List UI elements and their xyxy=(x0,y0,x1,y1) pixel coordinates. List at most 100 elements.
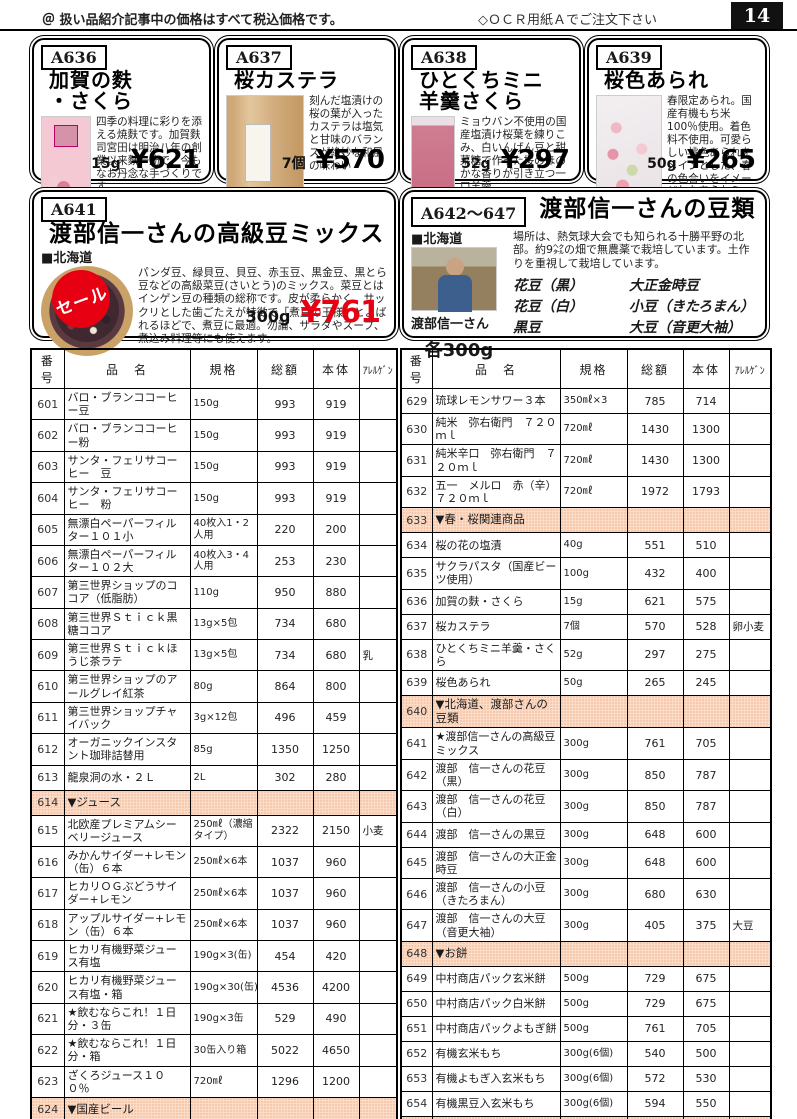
column-header: 品 名 xyxy=(431,348,561,389)
item-spec: 300g xyxy=(559,877,628,911)
item-total-price: 1296 xyxy=(256,1065,314,1098)
product-quantity: 300g xyxy=(245,307,291,326)
item-name: ▼ジュース xyxy=(63,789,191,816)
item-spec: 13g×5包 xyxy=(189,638,258,672)
bean-item: 小豆（きたろまん） xyxy=(629,299,755,316)
item-name: ▼春・桜関連商品 xyxy=(431,507,561,534)
region-label: ■北海道 xyxy=(411,232,463,247)
item-name: ★渡部信一さんの高級豆ミックス xyxy=(431,727,561,760)
item-number: 637 xyxy=(400,613,433,640)
item-spec: 500g xyxy=(559,1015,628,1042)
product-quantity: 15g xyxy=(91,156,121,172)
product-description: 場所は、熱気球大会でも知られる十勝平野の北部。約9㌶の畑で無農薬で栽培しています… xyxy=(513,230,750,270)
item-base-price: 787 xyxy=(682,790,730,823)
item-allergen xyxy=(358,607,398,641)
item-allergen xyxy=(358,1096,398,1119)
product-description: パンダ豆、緑貝豆、貝豆、赤玉豆、黒金豆、黒とら豆などの高級菜豆(さいとう)のミッ… xyxy=(138,266,387,345)
item-allergen xyxy=(358,1065,398,1098)
item-number: 619 xyxy=(30,939,65,973)
product-row: 632 五一 メルロ 赤（辛） ７２０ｍｌ 720㎖ 1972 1793 xyxy=(400,475,772,509)
item-total-price: 648 xyxy=(626,846,684,879)
item-number: 609 xyxy=(30,638,65,672)
product-row: 638 ひとくちミニ羊羹・さくら 52g 297 275 xyxy=(400,638,772,671)
item-total-price xyxy=(626,940,684,967)
item-allergen xyxy=(728,588,772,615)
item-base-price: 500 xyxy=(682,1040,730,1067)
section-row: 614 ▼ジュース xyxy=(30,789,398,816)
item-name: 有機よもぎ入玄米もち xyxy=(431,1065,561,1092)
item-number: 621 xyxy=(30,1002,65,1036)
product-row: 653 有機よもぎ入玄米もち 300g(6個) 572 530 xyxy=(400,1065,772,1092)
item-total-price: 570 xyxy=(626,613,684,640)
item-spec: 40枚入1・2人用 xyxy=(189,513,258,546)
item-allergen xyxy=(728,475,772,509)
item-name: ★飲むならこれ！１日分・箱 xyxy=(63,1034,191,1067)
item-base-price: 675 xyxy=(682,965,730,992)
item-number: 613 xyxy=(30,764,65,791)
item-allergen xyxy=(728,1065,772,1092)
product-row: 609 第三世界Ｓｔｉｃｋほうじ茶ラテ 13g×5包 734 680 乳 xyxy=(30,638,398,672)
item-allergen xyxy=(728,790,772,823)
item-allergen xyxy=(728,532,772,559)
item-total-price: 1430 xyxy=(626,412,684,446)
product-row: 616 みかんサイダー+レモン（缶）６本 250㎖×6本 1037 960 xyxy=(30,845,398,879)
item-number: 650 xyxy=(400,990,433,1017)
product-title: 桜色あられ xyxy=(604,68,709,92)
product-row: 606 無漂白ペーパーフィルター１０２大 40枚入3・4人用 253 230 xyxy=(30,544,398,578)
item-spec: 500g xyxy=(559,965,628,992)
item-total-price: 2322 xyxy=(256,814,314,847)
item-base-price: 530 xyxy=(682,1065,730,1092)
item-number: 620 xyxy=(30,971,65,1004)
column-header: 総額 xyxy=(626,348,684,389)
item-spec: 150g xyxy=(189,482,258,515)
item-total-price: 220 xyxy=(256,513,314,546)
item-allergen: 乳 xyxy=(358,638,398,672)
product-row: 619 ヒカリ有機野菜ジュース有塩 190g×3(缶) 454 420 xyxy=(30,939,398,973)
page-number: 14 xyxy=(731,2,783,29)
bean-item: 黒豆 xyxy=(513,320,541,337)
product-code: A637 xyxy=(226,45,292,70)
table-header-row: 番号品 名規格 総額 本体 ｱﾚﾙｹﾞﾝ xyxy=(30,348,398,389)
item-total-price: 864 xyxy=(256,670,314,703)
product-quantity: 7個 xyxy=(281,156,306,172)
column-header: 番号 xyxy=(400,348,433,389)
item-base-price: 1300 xyxy=(682,444,730,477)
order-table-left: 番号品 名規格 総額 本体 ｱﾚﾙｹﾞﾝ 601 バロ・ブランココーヒー豆 150g 993… xyxy=(30,348,398,1119)
item-name: サンタ・フェリサコーヒー 粉 xyxy=(63,482,191,515)
item-number: 603 xyxy=(30,450,65,484)
item-allergen xyxy=(358,701,398,735)
item-name: 桜色あられ xyxy=(431,669,561,696)
item-allergen xyxy=(358,845,398,879)
item-spec: 720㎖ xyxy=(559,412,628,446)
product-box-a639: A639 桜色あられ 春限定あられ。国産有機もち米100％使用。着色料不使用。可… xyxy=(587,38,767,210)
item-name: ざくろジュース１００％ xyxy=(63,1065,191,1098)
item-number: 651 xyxy=(400,1015,433,1042)
column-header: ｱﾚﾙｹﾞﾝ xyxy=(358,348,398,389)
item-total-price: 993 xyxy=(256,387,314,421)
product-image xyxy=(596,95,662,203)
item-base-price: 1200 xyxy=(312,1065,360,1098)
column-header: 番号 xyxy=(30,348,65,389)
item-spec: 2L xyxy=(189,764,258,791)
item-base-price: 375 xyxy=(682,909,730,942)
item-total-price xyxy=(626,694,684,729)
item-name: バロ・ブランココーヒー粉 xyxy=(63,419,191,452)
item-number: 614 xyxy=(30,789,65,816)
product-code: A641 xyxy=(41,197,107,222)
item-total-price: 4536 xyxy=(256,971,314,1004)
item-spec: 300g(6個) xyxy=(559,1090,628,1117)
item-spec: 85g xyxy=(189,733,258,766)
item-number: 623 xyxy=(30,1065,65,1098)
item-total-price: 729 xyxy=(626,990,684,1017)
item-name: ★飲むならこれ！１日分・３缶 xyxy=(63,1002,191,1036)
section-row: 624 ▼国産ビール xyxy=(30,1096,398,1119)
item-base-price: 528 xyxy=(682,613,730,640)
item-spec xyxy=(559,940,628,967)
item-base-price: 600 xyxy=(682,821,730,848)
item-number: 633 xyxy=(400,507,433,534)
item-number: 640 xyxy=(400,694,433,729)
item-spec: 300g xyxy=(559,727,628,760)
item-total-price: 648 xyxy=(626,821,684,848)
product-row: 608 第三世界Ｓｔｉｃｋ黒糖ココア 13g×5包 734 680 xyxy=(30,607,398,641)
item-total-price: 1350 xyxy=(256,733,314,766)
